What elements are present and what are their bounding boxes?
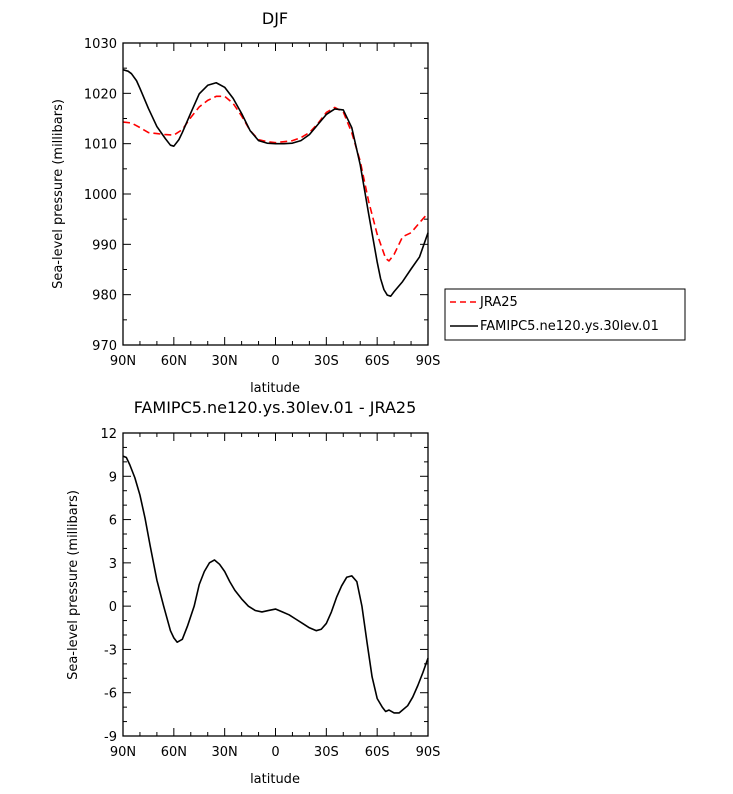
bottom-chart-panel: FAMIPC5.ne120.ys.30lev.01 - JRA25 -9 -6 -3… — [66, 398, 440, 787]
top-chart-series — [122, 68, 429, 297]
top-chart-xtick-label: 60S — [365, 354, 390, 369]
legend-label-famipc5: FAMIPC5.ne120.ys.30lev.01 — [480, 319, 659, 334]
chart-legend: JRA25 FAMIPC5.ne120.ys.30lev.01 — [444, 288, 686, 341]
top-chart-xtick-label: 30N — [212, 354, 238, 369]
bottom-chart-title: FAMIPC5.ne120.ys.30lev.01 - JRA25 — [134, 398, 417, 417]
bottom-chart-ticks: -9 -6 -3 0 3 6 9 12 90N 60N 30N 0 30S 60S 90S — [100, 427, 440, 760]
top-chart-xtick-label: 30S — [314, 354, 339, 369]
top-chart-ticks: 970 980 990 1000 1010 1020 1030 90N 60N 30N 0 30S 60… — [84, 37, 440, 369]
bottom-chart-xtick-label: 60S — [365, 745, 390, 760]
top-chart-xtick-label: 0 — [271, 354, 279, 369]
bottom-chart-frame — [122, 432, 429, 737]
top-chart-panel: DJF 970 980 990 1000 1010 1020 1030 90N 60N 30N 0 3… — [51, 9, 686, 396]
top-chart-frame — [122, 42, 429, 346]
top-chart-xlabel: latitude — [250, 381, 300, 396]
top-chart-ytick-label: 980 — [92, 289, 117, 304]
bottom-chart-xtick-label: 60N — [161, 745, 187, 760]
top-chart-ylabel: Sea-level pressure (millibars) — [51, 99, 66, 289]
top-chart-ytick-label: 990 — [92, 238, 117, 253]
top-chart-series-line-1 — [122, 68, 429, 297]
legend-label-jra25: JRA25 — [479, 295, 518, 310]
bottom-chart-series-line-0 — [122, 455, 429, 714]
bottom-chart-ytick-label: 0 — [109, 600, 117, 615]
top-chart-ytick-label: 1030 — [84, 37, 117, 52]
bottom-chart-ytick-label: -9 — [104, 730, 117, 745]
bottom-chart-ylabel: Sea-level pressure (millibars) — [66, 490, 81, 680]
top-chart-xtick-label: 60N — [161, 354, 187, 369]
top-chart-ytick-label: 1020 — [84, 87, 117, 102]
bottom-chart-xtick-label: 30S — [314, 745, 339, 760]
bottom-chart-ytick-label: 6 — [109, 514, 117, 529]
top-chart-ytick-label: 1010 — [84, 138, 117, 153]
top-chart-xtick-label: 90N — [110, 354, 136, 369]
bottom-chart-xtick-label: 0 — [271, 745, 279, 760]
top-chart-ytick-label: 1000 — [84, 188, 117, 203]
top-chart-series-line-0 — [122, 95, 429, 262]
bottom-chart-xtick-label: 30N — [212, 745, 238, 760]
top-chart-ytick-label: 970 — [92, 339, 117, 354]
bottom-chart-xtick-label: 90S — [416, 745, 441, 760]
bottom-chart-series — [122, 455, 429, 714]
bottom-chart-ytick-label: -3 — [104, 643, 117, 658]
legend-box — [444, 288, 686, 341]
bottom-chart-ytick-label: 3 — [109, 557, 117, 572]
top-chart-xtick-label: 90S — [416, 354, 441, 369]
bottom-chart-ytick-label: 9 — [109, 470, 117, 485]
bottom-chart-ytick-label: -6 — [104, 687, 117, 702]
bottom-chart-ytick-label: 12 — [100, 427, 117, 442]
bottom-chart-xlabel: latitude — [250, 772, 300, 787]
top-chart-title: DJF — [262, 9, 288, 28]
bottom-chart-xtick-label: 90N — [110, 745, 136, 760]
